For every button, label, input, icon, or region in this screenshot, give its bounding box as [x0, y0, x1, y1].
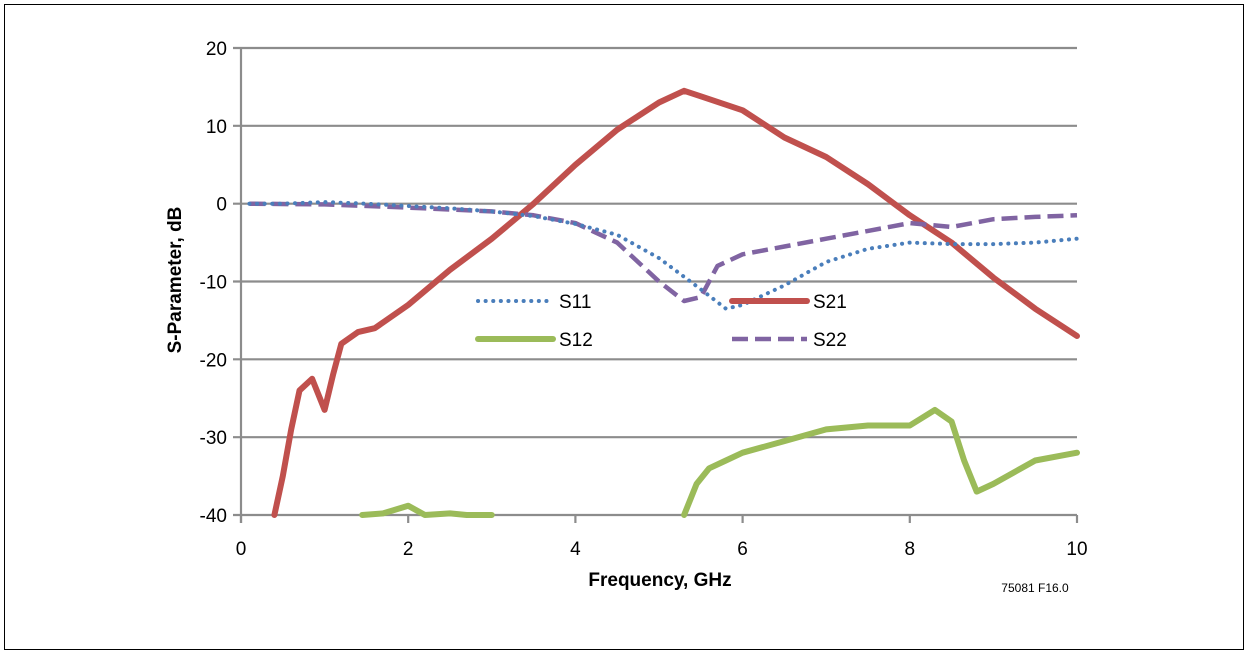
series-line-s21	[271, 87, 1080, 518]
x-tick-label: 8	[905, 539, 916, 560]
series-line-s12	[681, 406, 1080, 518]
y-tick-label: 20	[206, 39, 227, 60]
gridlines	[233, 46, 1079, 523]
legend-label-s22: S22	[813, 330, 847, 351]
figure-id: 75081 F16.0	[1001, 581, 1069, 595]
series-line-s11	[247, 200, 1079, 311]
legend-label-s21: S21	[813, 292, 847, 313]
x-tick-label: 2	[403, 539, 414, 560]
series-line-s22	[249, 201, 1078, 304]
legend: S11 S21 S12 S22	[475, 292, 847, 351]
y-tick-label: 0	[216, 195, 227, 216]
chart-frame	[4, 4, 1244, 650]
x-tick-label: 4	[570, 539, 581, 560]
x-axis-title: Frequency, GHz	[588, 570, 731, 591]
x-tick-label: 6	[737, 539, 748, 560]
y-tick-label: 10	[206, 117, 227, 138]
series-line-s12	[359, 502, 495, 518]
tick-labels: 20 10 0 -10 -20 -30 -40 0 2 4 6 8 10	[200, 39, 1088, 560]
x-tick-label: 10	[1066, 539, 1087, 560]
legend-label-s12: S12	[559, 330, 593, 351]
y-tick-label: -30	[200, 428, 227, 449]
y-tick-label: -40	[200, 506, 227, 527]
y-axis-title: S-Parameter, dB	[165, 207, 186, 354]
series-lines	[247, 87, 1080, 518]
x-tick-label: 0	[236, 539, 247, 560]
y-tick-label: -10	[200, 273, 227, 294]
y-tick-label: -20	[200, 350, 227, 371]
legend-label-s11: S11	[559, 292, 591, 313]
